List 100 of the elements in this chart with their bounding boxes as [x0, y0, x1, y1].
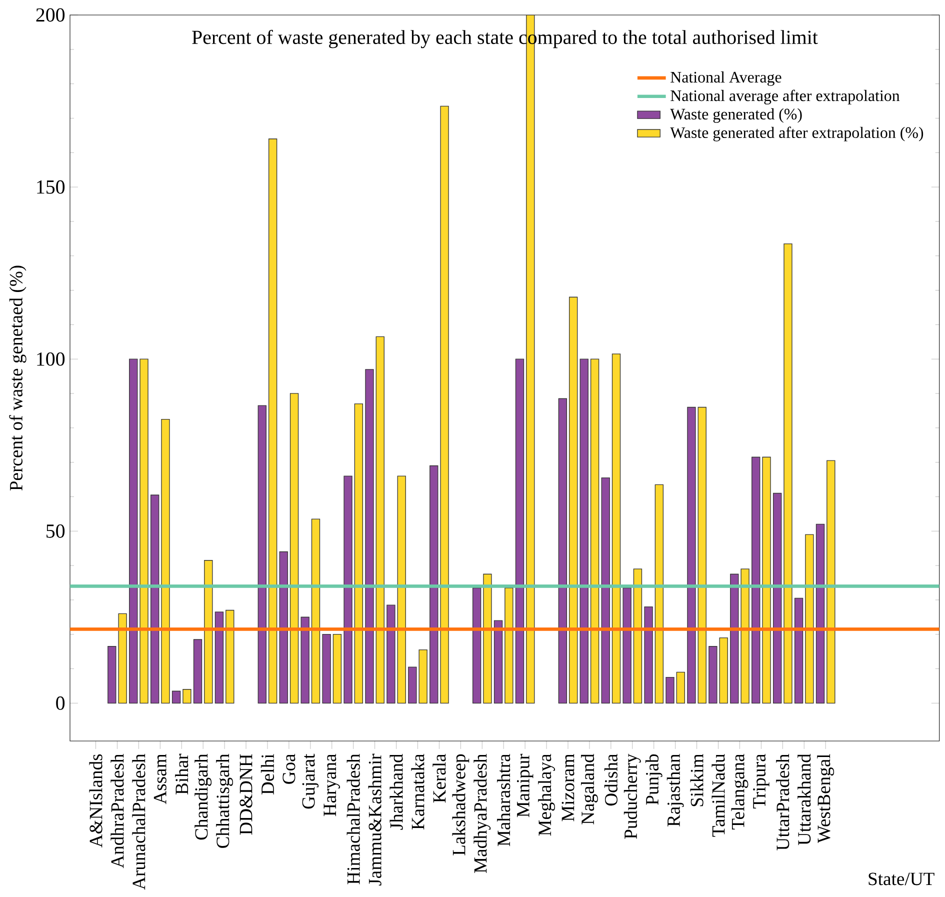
bar	[300, 616, 310, 704]
x-tick-label: HimachalPradesh	[346, 754, 360, 884]
bar	[322, 634, 331, 704]
bar	[150, 494, 160, 704]
y-tick-label: 100	[37, 352, 65, 366]
bar	[397, 476, 406, 704]
x-tick-label: Manipur	[516, 754, 534, 818]
bar	[279, 551, 288, 704]
x-tick-label: Odisha	[604, 754, 618, 806]
bar	[515, 358, 524, 704]
bar	[182, 689, 192, 704]
bar	[214, 612, 224, 704]
x-axis-title: State/UT	[868, 872, 934, 886]
bar	[633, 568, 642, 704]
x-tick-label: Nagaland	[580, 754, 598, 824]
x-tick-label: A&NIslands	[89, 754, 102, 848]
bar	[612, 354, 621, 704]
bar	[430, 465, 438, 704]
y-tick-label: 150	[37, 180, 65, 194]
x-tick-label: Maharashtra	[497, 754, 510, 846]
legend-label: National Average	[670, 71, 782, 86]
x-tick-label: Jammu&Kashmir	[368, 754, 382, 886]
y-tick-label: 0	[56, 696, 65, 710]
legend-label: Waste generated after extrapolation (%)	[670, 126, 924, 142]
x-tick-label: Kerala	[432, 754, 446, 803]
bar	[386, 604, 396, 704]
bar	[816, 524, 825, 704]
x-tick-label: MadhyaPradesh	[474, 754, 491, 873]
x-tick-label: Chhattisgarh	[216, 754, 234, 848]
x-tick-label: Meghalaya	[538, 754, 555, 836]
bar	[805, 534, 814, 704]
bar	[172, 690, 181, 704]
x-tick-label: Jharkhand	[390, 754, 403, 830]
bar	[258, 405, 266, 704]
bar	[568, 296, 578, 704]
bar	[708, 646, 718, 704]
x-tick-label: Chandigarh	[194, 754, 212, 840]
x-tick-label: TamilNadu	[712, 754, 725, 837]
bar	[118, 613, 127, 704]
bar	[129, 358, 138, 704]
bar	[354, 403, 364, 704]
bar	[784, 243, 792, 704]
bar	[826, 460, 836, 704]
legend-label: Waste generated (%)	[670, 108, 802, 123]
bar	[365, 369, 374, 704]
x-tick-label: Mizoram	[562, 754, 574, 822]
bar	[193, 639, 202, 704]
bar	[140, 358, 148, 704]
x-tick-label: Uttarakhand	[798, 754, 811, 846]
bar	[332, 634, 342, 704]
bar	[161, 418, 170, 704]
bar	[108, 646, 116, 704]
bar	[719, 637, 728, 704]
x-tick-label: Bihar	[175, 754, 188, 794]
bar	[580, 358, 588, 704]
bar	[494, 620, 503, 704]
bar	[622, 588, 632, 704]
bar	[290, 393, 299, 704]
x-tick-label: ArunachalPradesh	[132, 754, 146, 890]
bar	[698, 406, 706, 704]
bar	[268, 138, 278, 704]
x-tick-label: UttarPradesh	[776, 754, 790, 850]
bar	[472, 588, 482, 704]
x-tick-label: Lakshadweep	[452, 754, 470, 856]
bar	[418, 649, 428, 704]
bar	[654, 484, 664, 704]
x-tick-label: Assam	[154, 754, 166, 804]
bar	[794, 598, 804, 704]
x-tick-label: Telangana	[731, 754, 748, 830]
bar	[226, 610, 234, 704]
x-tick-label: DD&DNH	[240, 754, 252, 835]
x-tick-label: WestBengal	[817, 754, 834, 844]
bar	[644, 606, 653, 704]
x-tick-label: Goa	[282, 754, 296, 784]
bar	[504, 588, 514, 704]
x-tick-label: Punjab	[645, 754, 662, 805]
bar	[772, 492, 782, 704]
x-tick-label: Delhi	[260, 754, 274, 794]
bar	[440, 106, 449, 704]
bar	[730, 574, 739, 704]
bar	[740, 568, 750, 704]
bar	[762, 456, 771, 704]
x-tick-label: Gujarat	[302, 754, 319, 809]
bar	[676, 672, 685, 704]
bar	[558, 398, 567, 704]
bar	[687, 406, 696, 704]
bar	[311, 518, 320, 704]
x-tick-label: Rajasthan	[666, 754, 684, 826]
bar	[376, 336, 384, 704]
bar	[204, 560, 213, 704]
bar	[666, 677, 674, 704]
x-tick-label: Puducherry	[624, 754, 641, 839]
y-tick-label: 50	[46, 524, 65, 538]
bar	[408, 666, 417, 704]
bar	[601, 477, 610, 704]
y-tick-label: 200	[36, 8, 65, 22]
bar	[590, 358, 600, 704]
x-tick-label: Sikkim	[690, 754, 704, 806]
bar	[483, 574, 492, 704]
y-axis-title: Percent of waste genetaed (%)	[9, 266, 26, 491]
